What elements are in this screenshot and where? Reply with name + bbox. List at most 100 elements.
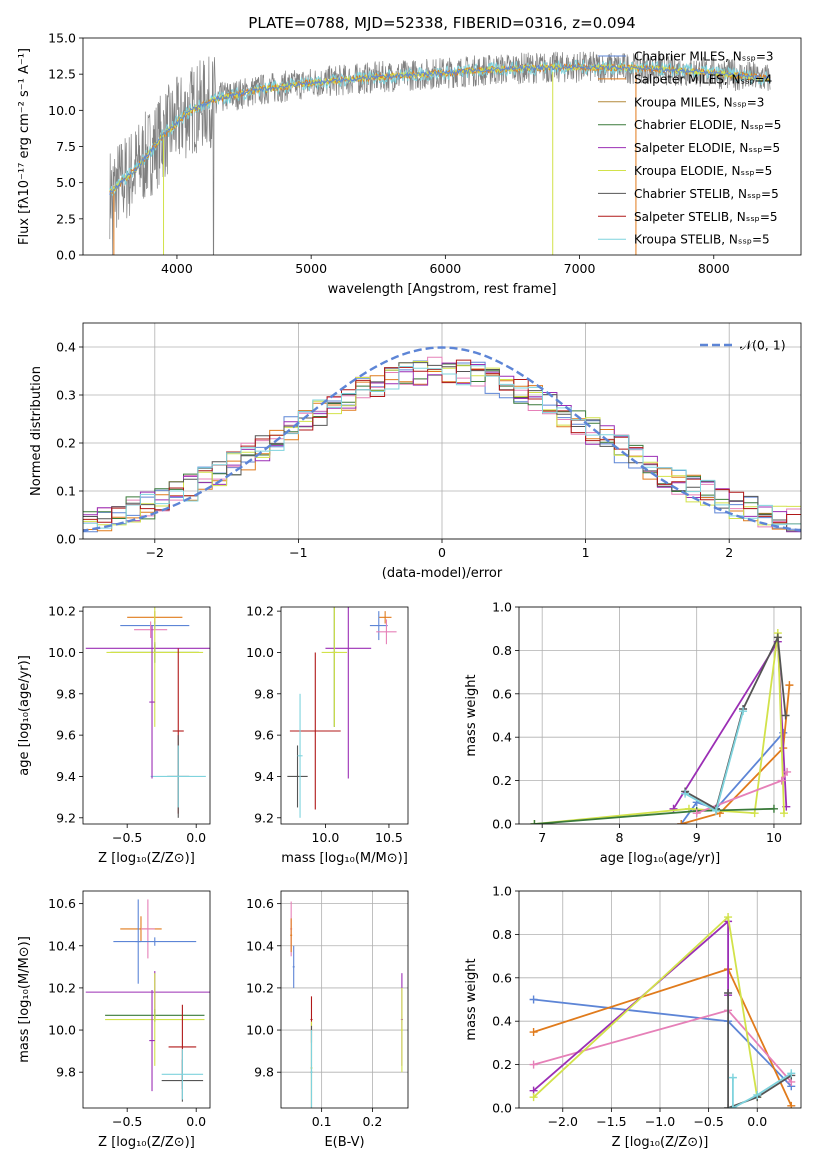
legend-entry: 𝒩(0, 1) (740, 338, 786, 353)
x-tick-label: −0.5 (112, 830, 142, 845)
y-tick-label: 0.0 (56, 532, 76, 547)
y-tick-label: 9.8 (56, 1065, 76, 1080)
plus-marker (681, 789, 690, 798)
x-tick-label: 4000 (161, 261, 193, 276)
y-tick-label: 10.0 (246, 1023, 274, 1038)
y-tick-label: 9.8 (254, 686, 274, 701)
weight-line (732, 1072, 792, 1108)
plus-marker (724, 988, 733, 997)
legend: Chabrier MILES, Nₛₛₚ=3 Salpeter MILES, Nₛ… (598, 50, 781, 247)
x-tick-label: −0.5 (112, 1114, 142, 1129)
y-tick-label: 9.2 (254, 810, 274, 825)
x-tick-label: 0.2 (362, 1114, 382, 1129)
y-tick-label: 0.2 (492, 1057, 512, 1072)
y-tick-label: 10.4 (246, 938, 274, 953)
plus-marker (692, 809, 701, 818)
plus-marker (777, 776, 786, 785)
weight-line (532, 915, 759, 1098)
x-tick-label: −0.5 (693, 1114, 723, 1129)
y-tick-label: 1.0 (492, 884, 512, 899)
plus-marker (780, 809, 789, 818)
plus-marker (529, 995, 538, 1004)
x-axis-label: Z [log₁₀(Z/Z⊙)] (612, 1135, 709, 1150)
x-axis-label: E(B-V) (324, 1135, 364, 1150)
plus-marker (677, 820, 686, 824)
y-tick-label: 0.6 (492, 970, 512, 985)
x-tick-label: −1 (289, 545, 307, 560)
x-tick-label: 8 (615, 830, 623, 845)
x-tick-label: −2 (146, 545, 164, 560)
x-tick-label: −1.5 (596, 1114, 626, 1129)
y-tick-label: 9.4 (254, 769, 274, 784)
x-tick-label: 5000 (295, 261, 327, 276)
plot-layer: 4000 5000 6000 7000 80000.02.55.07.510.012.5… (17, 31, 802, 1150)
plus-marker (753, 1090, 762, 1099)
data-spectrum-line (109, 51, 771, 255)
plot-area-Z-weight (529, 913, 796, 1108)
plus-marker (529, 1093, 538, 1102)
y-axis-label: age [log₁₀(age/yr)] (17, 655, 32, 776)
axes-EBV-mass: 0.1 0.2 9.8 10.0 10.2 10.4 10.6 E(B-V) (246, 890, 409, 1150)
axes-Z-age: −0.5 0.0 9.2 9.4 9.6 9.8 10.0 10.2 Z [log₁₀(Z/Z⊙… (17, 604, 211, 866)
y-axis-label: Flux [fλ10⁻¹⁷ erg cm⁻² s⁻¹ A⁻¹] (17, 48, 32, 245)
plot-area-mass-age (287, 607, 397, 818)
x-tick-label: 7 (538, 830, 546, 845)
plot-area-spectrum (109, 51, 771, 255)
plot-area-age-weight (530, 629, 794, 824)
y-tick-label: 10.2 (246, 604, 274, 619)
x-axis-label: Z [log₁₀(Z/Z⊙)] (98, 851, 195, 866)
legend-entry: Chabrier ELODIE, Nₛₛₚ=5 (634, 118, 781, 132)
x-tick-label: −1.0 (645, 1114, 675, 1129)
y-tick-label: 10.2 (48, 604, 76, 619)
axes-frame (82, 890, 211, 1109)
y-tick-label: 0.6 (492, 686, 512, 701)
y-tick-label: 0.8 (492, 927, 512, 942)
plus-marker (781, 711, 790, 720)
y-tick-label: 10.2 (48, 980, 76, 995)
y-tick-label: 10.2 (246, 980, 274, 995)
y-tick-label: 12.5 (48, 67, 76, 82)
axes-frame (280, 890, 409, 1109)
axes-Z-mass: −0.5 0.0 9.8 10.0 10.2 10.4 10.6 Z [log₁₀(Z/Z⊙)… (17, 890, 211, 1150)
plus-marker (728, 1073, 737, 1082)
axes-spectrum: 4000 5000 6000 7000 8000 0.0 2.5 5.0 7.5 10.0 12.5… (17, 31, 802, 297)
x-axis-label: Z [log₁₀(Z/Z⊙)] (98, 1135, 195, 1150)
y-tick-label: 0.2 (56, 436, 76, 451)
y-axis-label: mass [log₁₀(M/M⊙)] (17, 936, 32, 1063)
plus-marker (529, 1060, 538, 1069)
x-axis-label: age [log₁₀(age/yr)] (600, 851, 721, 866)
y-tick-label: 9.2 (56, 810, 76, 825)
y-tick-label: 10.0 (246, 645, 274, 660)
y-tick-label: 10.6 (48, 896, 76, 911)
x-tick-label: 0.0 (747, 1114, 767, 1129)
legend-entry: Chabrier STELIB, Nₛₛₚ=5 (634, 187, 779, 201)
x-tick-label: 6000 (429, 261, 461, 276)
y-tick-label: 0.0 (492, 1101, 512, 1116)
plus-marker (773, 633, 782, 642)
normal-curve (83, 346, 801, 532)
x-tick-label: −2.0 (548, 1114, 578, 1129)
x-tick-label: 2 (725, 545, 733, 560)
axes-frame (518, 890, 802, 1109)
plus-marker (750, 809, 759, 818)
histogram-step (83, 359, 801, 524)
y-tick-label: 0.4 (492, 1014, 512, 1029)
model-line (109, 63, 771, 196)
x-tick-label: 0.0 (186, 1114, 206, 1129)
plus-marker (769, 804, 778, 813)
plus-marker (712, 806, 721, 815)
axes-Z-weight: −2.0 −1.5 −1.0 −0.5 0.0 0.0 0.2 0.4 0.6 0.8 1.0 Z [… (464, 884, 802, 1150)
x-axis-label: (data-model)/error (382, 566, 503, 581)
plus-marker (724, 1104, 733, 1108)
y-tick-label: 0.0 (492, 817, 512, 832)
plus-marker (724, 913, 733, 922)
y-axis-label: mass weight (464, 674, 479, 756)
weight-line (680, 685, 791, 824)
y-tick-label: 2.5 (56, 211, 76, 226)
axes-frame (518, 606, 802, 825)
weight-line (672, 638, 788, 810)
y-tick-label: 9.4 (56, 769, 76, 784)
y-tick-label: 0.4 (56, 340, 76, 355)
y-axis-label: Normed distribution (29, 366, 44, 496)
